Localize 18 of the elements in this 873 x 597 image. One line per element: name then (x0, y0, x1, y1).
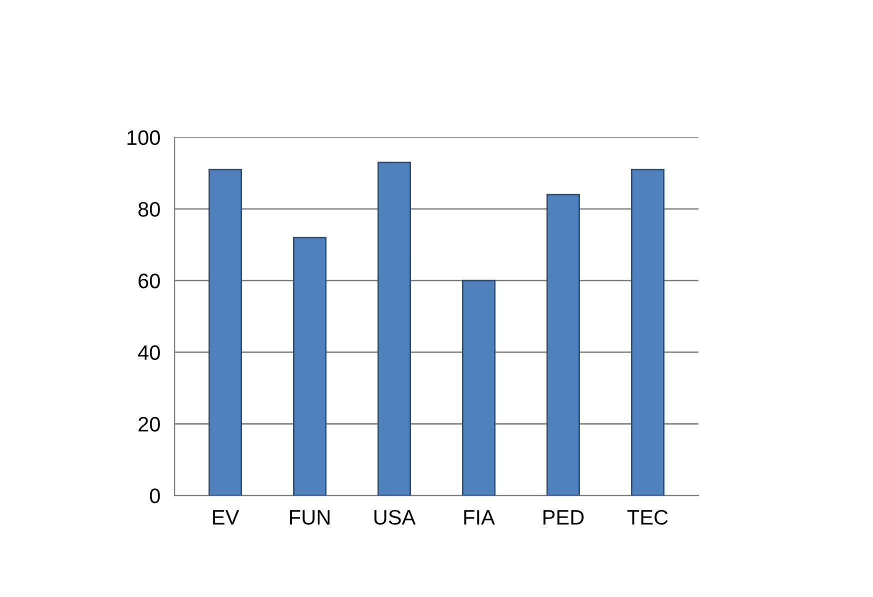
y-tick-label: 0 (150, 488, 160, 504)
y-tick-label: 80 (138, 202, 160, 217)
y-tick-label: 60 (138, 274, 160, 288)
y-tick-label: 100 (128, 130, 160, 146)
x-tick-label: FIA (464, 510, 495, 524)
x-tick-label: TEC (627, 510, 668, 525)
x-tick-label: FUN (290, 510, 330, 525)
x-tick-label: PED (544, 510, 584, 524)
bar (462, 280, 496, 496)
bar (546, 194, 580, 496)
y-tick-label: 20 (138, 416, 160, 432)
x-tick-label: EV (213, 510, 240, 524)
bar (378, 162, 412, 496)
bar (630, 168, 664, 496)
x-tick-label: USA (374, 510, 416, 525)
y-tick-label: 40 (138, 345, 160, 360)
bar (293, 236, 327, 496)
bar (208, 168, 242, 496)
